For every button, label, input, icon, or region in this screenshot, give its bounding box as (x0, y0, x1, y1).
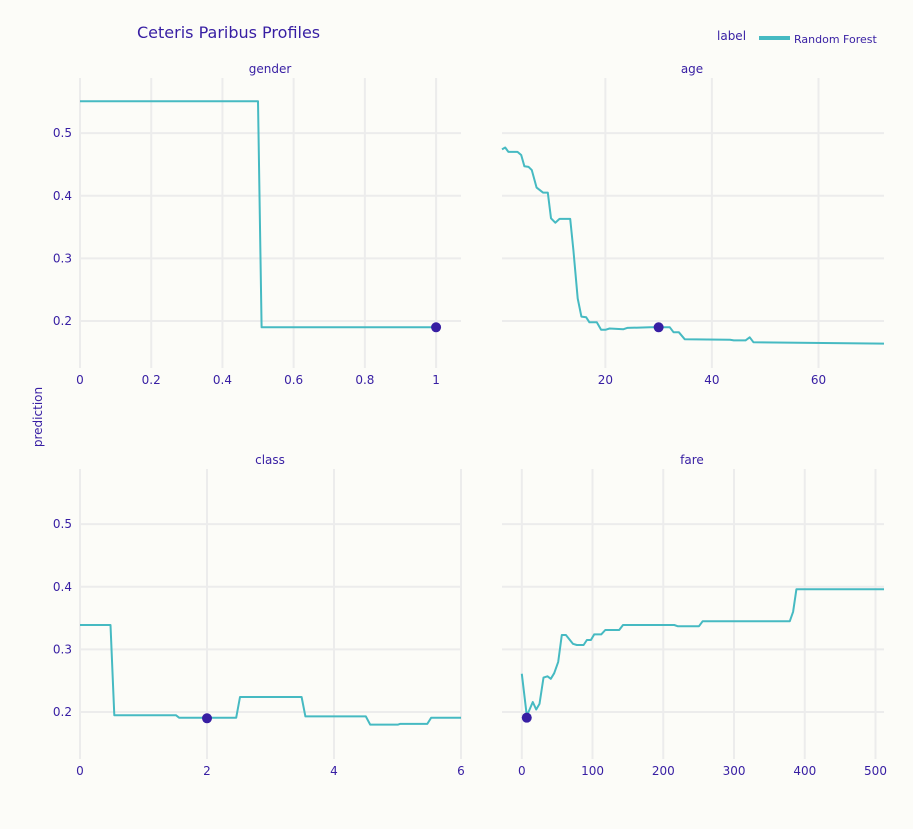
observation-point (431, 322, 442, 333)
panel-title-fare: fare (680, 453, 704, 467)
x-tick-label: 0 (76, 373, 84, 387)
profile-line-random-forest (520, 588, 884, 717)
x-tick-label: 400 (793, 764, 816, 778)
x-tick-label: 0.4 (213, 373, 232, 387)
legend-entry-random-forest[interactable]: Random Forest (794, 33, 877, 46)
y-tick-label: 0.3 (53, 251, 72, 265)
x-tick-label: 1 (432, 373, 440, 387)
x-tick-label: 0.6 (284, 373, 303, 387)
x-tick-label: 6 (457, 764, 465, 778)
profile-line-random-forest (501, 146, 885, 345)
panel-age: 20 40 60 (501, 78, 885, 387)
y-tick-label: 0.2 (53, 314, 72, 328)
x-tick-label: 200 (652, 764, 675, 778)
x-tick-label: 20 (598, 373, 613, 387)
x-tick-label: 40 (704, 373, 719, 387)
panel-title-gender: gender (248, 62, 292, 76)
x-tick-label: 60 (811, 373, 826, 387)
panel-fare: 0 100 200 300 400 500 (502, 469, 887, 778)
panel-title-class: class (255, 453, 285, 467)
y-tick-label: 0.5 (53, 517, 72, 531)
panel-title-age: age (680, 62, 704, 76)
legend-title: label (717, 29, 747, 43)
x-tick-label: 500 (864, 764, 887, 778)
panel-gender: 0.2 0.3 0.4 0.5 0 0.2 0.4 0.6 0.8 1 (53, 78, 461, 387)
legend-swatch-random-forest[interactable] (759, 36, 790, 40)
observation-point (202, 713, 212, 724)
y-tick-label: 0.5 (53, 126, 72, 140)
observation-point (653, 322, 664, 333)
observation-point (521, 712, 532, 723)
x-tick-label: 300 (723, 764, 746, 778)
x-tick-label: 2 (203, 764, 211, 778)
y-tick-label: 0.4 (53, 189, 72, 203)
y-tick-label: 0.4 (53, 580, 72, 594)
x-tick-label: 0 (76, 764, 84, 778)
x-tick-label: 0.8 (355, 373, 374, 387)
x-tick-label: 100 (581, 764, 604, 778)
profile-line-random-forest (80, 624, 461, 726)
y-tick-label: 0.3 (53, 642, 72, 656)
y-tick-label: 0.2 (53, 705, 72, 719)
x-tick-label: 0.2 (142, 373, 161, 387)
x-tick-label: 4 (330, 764, 338, 778)
x-tick-label: 0 (518, 764, 526, 778)
profile-line-random-forest (80, 100, 437, 329)
chart-title: Ceteris Paribus Profiles (137, 23, 321, 42)
panel-class: 0.2 0.3 0.4 0.5 0 2 4 6 (53, 469, 465, 778)
